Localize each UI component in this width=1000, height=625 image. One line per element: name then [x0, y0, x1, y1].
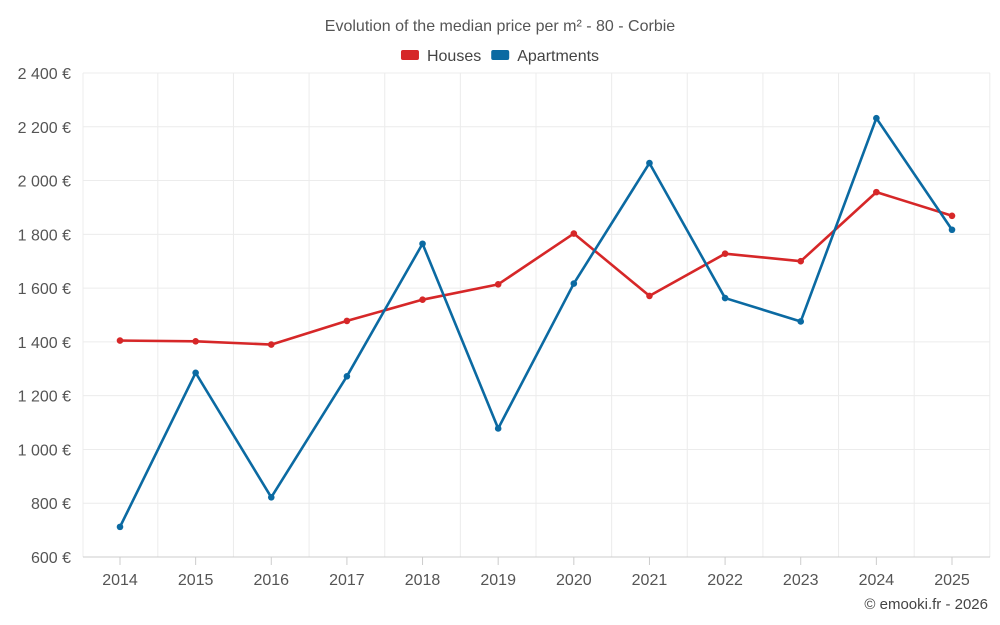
x-tick-label: 2018 [405, 572, 441, 589]
data-point-apartments[interactable] [494, 425, 502, 432]
series-layer [116, 114, 956, 531]
x-tick-label: 2016 [253, 572, 289, 589]
x-tick-label: 2017 [329, 572, 365, 589]
grid [82, 72, 991, 558]
x-tick-label: 2023 [783, 572, 819, 589]
y-tick-label: 2 400 € [18, 66, 71, 83]
y-tick-label: 1 400 € [18, 335, 71, 352]
series-line-houses [119, 190, 953, 346]
x-axis: 2014 2015 2016 2017 2018 2019 2020 2021 2022 2023… [102, 557, 970, 589]
legend-item-apartments[interactable]: Apartments [491, 48, 599, 65]
x-tick-label: 2025 [934, 572, 970, 589]
data-point-apartments[interactable] [721, 294, 729, 302]
data-point-houses[interactable] [797, 257, 805, 265]
x-tick-label: 2022 [707, 572, 743, 589]
data-point-houses[interactable] [116, 337, 124, 344]
data-point-apartments[interactable] [267, 494, 275, 501]
data-point-houses[interactable] [873, 188, 880, 196]
data-point-houses[interactable] [494, 281, 502, 288]
data-point-apartments[interactable] [873, 114, 880, 122]
y-axis: 600 € 800 € 1 000 € 1 200 € 1 400 € 1 600 € 1 … [18, 66, 71, 567]
series-line-apartments [118, 116, 954, 528]
data-point-houses[interactable] [646, 292, 653, 300]
x-tick-label: 2024 [859, 572, 895, 589]
y-tick-label: 2 000 € [18, 174, 71, 191]
y-tick-label: 1 600 € [18, 281, 71, 298]
y-tick-label: 1 800 € [18, 227, 71, 244]
x-tick-label: 2020 [556, 572, 592, 589]
data-point-houses[interactable] [570, 230, 578, 237]
legend-swatch [491, 50, 510, 60]
y-tick-label: 1 000 € [18, 442, 71, 459]
credit-text: © emooki.fr - 2026 [864, 596, 988, 613]
data-point-apartments[interactable] [419, 240, 426, 248]
x-tick-label: 2021 [632, 572, 668, 589]
legend-item-houses[interactable]: Houses [400, 48, 481, 65]
data-point-apartments[interactable] [948, 226, 956, 234]
y-tick-label: 2 200 € [18, 120, 71, 137]
y-tick-label: 1 200 € [18, 389, 71, 406]
legend-label: Houses [427, 48, 481, 65]
y-tick-label: 800 € [31, 496, 71, 513]
data-point-apartments[interactable] [192, 369, 199, 377]
legend-label: Apartments [517, 48, 599, 65]
series-houses [116, 188, 956, 348]
data-point-apartments[interactable] [797, 318, 805, 325]
data-point-houses[interactable] [419, 296, 426, 303]
legend: Houses Apartments [400, 48, 599, 65]
series-apartments [116, 114, 956, 531]
x-tick-label: 2015 [178, 572, 214, 589]
data-point-houses[interactable] [948, 212, 956, 220]
x-tick-label: 2014 [102, 572, 138, 589]
data-point-houses[interactable] [343, 317, 351, 325]
x-tick-label: 2019 [480, 572, 516, 589]
data-point-houses[interactable] [721, 250, 729, 257]
y-tick-label: 600 € [31, 550, 71, 567]
data-point-apartments[interactable] [646, 159, 653, 167]
legend-swatch [400, 50, 419, 60]
chart-title: Evolution of the median price per m² - 8… [325, 18, 675, 35]
data-point-apartments[interactable] [343, 373, 351, 380]
data-point-apartments[interactable] [570, 280, 578, 287]
data-point-apartments[interactable] [116, 523, 124, 531]
data-point-houses[interactable] [267, 341, 275, 348]
data-point-houses[interactable] [192, 338, 199, 345]
